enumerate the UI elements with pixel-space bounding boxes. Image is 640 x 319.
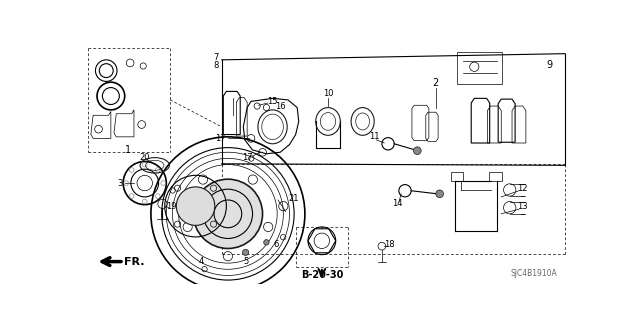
Bar [451,172,463,181]
Text: B-20-30: B-20-30 [301,270,343,280]
Circle shape [176,187,215,226]
Text: 17: 17 [242,153,252,162]
Text: 17: 17 [215,134,225,143]
Circle shape [413,147,421,154]
Text: 8: 8 [214,61,219,70]
Text: 10: 10 [323,89,333,98]
Text: 13: 13 [518,202,528,211]
Text: 1: 1 [125,145,131,155]
Text: 16: 16 [275,101,285,111]
Text: 12: 12 [518,184,528,193]
Text: 7: 7 [214,53,219,62]
Bar [458,52,502,85]
Circle shape [264,240,269,245]
Text: 21: 21 [288,194,299,203]
Text: 6: 6 [273,240,278,249]
Text: 20: 20 [140,153,150,162]
Circle shape [436,190,444,198]
Text: 15: 15 [268,97,278,106]
Circle shape [243,249,249,256]
Circle shape [193,179,262,249]
Text: 9: 9 [546,60,552,70]
Text: 11: 11 [369,132,380,141]
Text: 4: 4 [198,257,204,266]
Text: 2: 2 [433,78,439,88]
Text: SJC4B1910A: SJC4B1910A [511,269,557,278]
Text: 19: 19 [166,202,177,211]
Text: 3: 3 [117,179,123,188]
Text: 5: 5 [243,257,248,266]
Text: 18: 18 [384,240,395,249]
Text: FR.: FR. [124,256,144,267]
Text: 14: 14 [392,199,403,208]
Bar [490,172,502,181]
